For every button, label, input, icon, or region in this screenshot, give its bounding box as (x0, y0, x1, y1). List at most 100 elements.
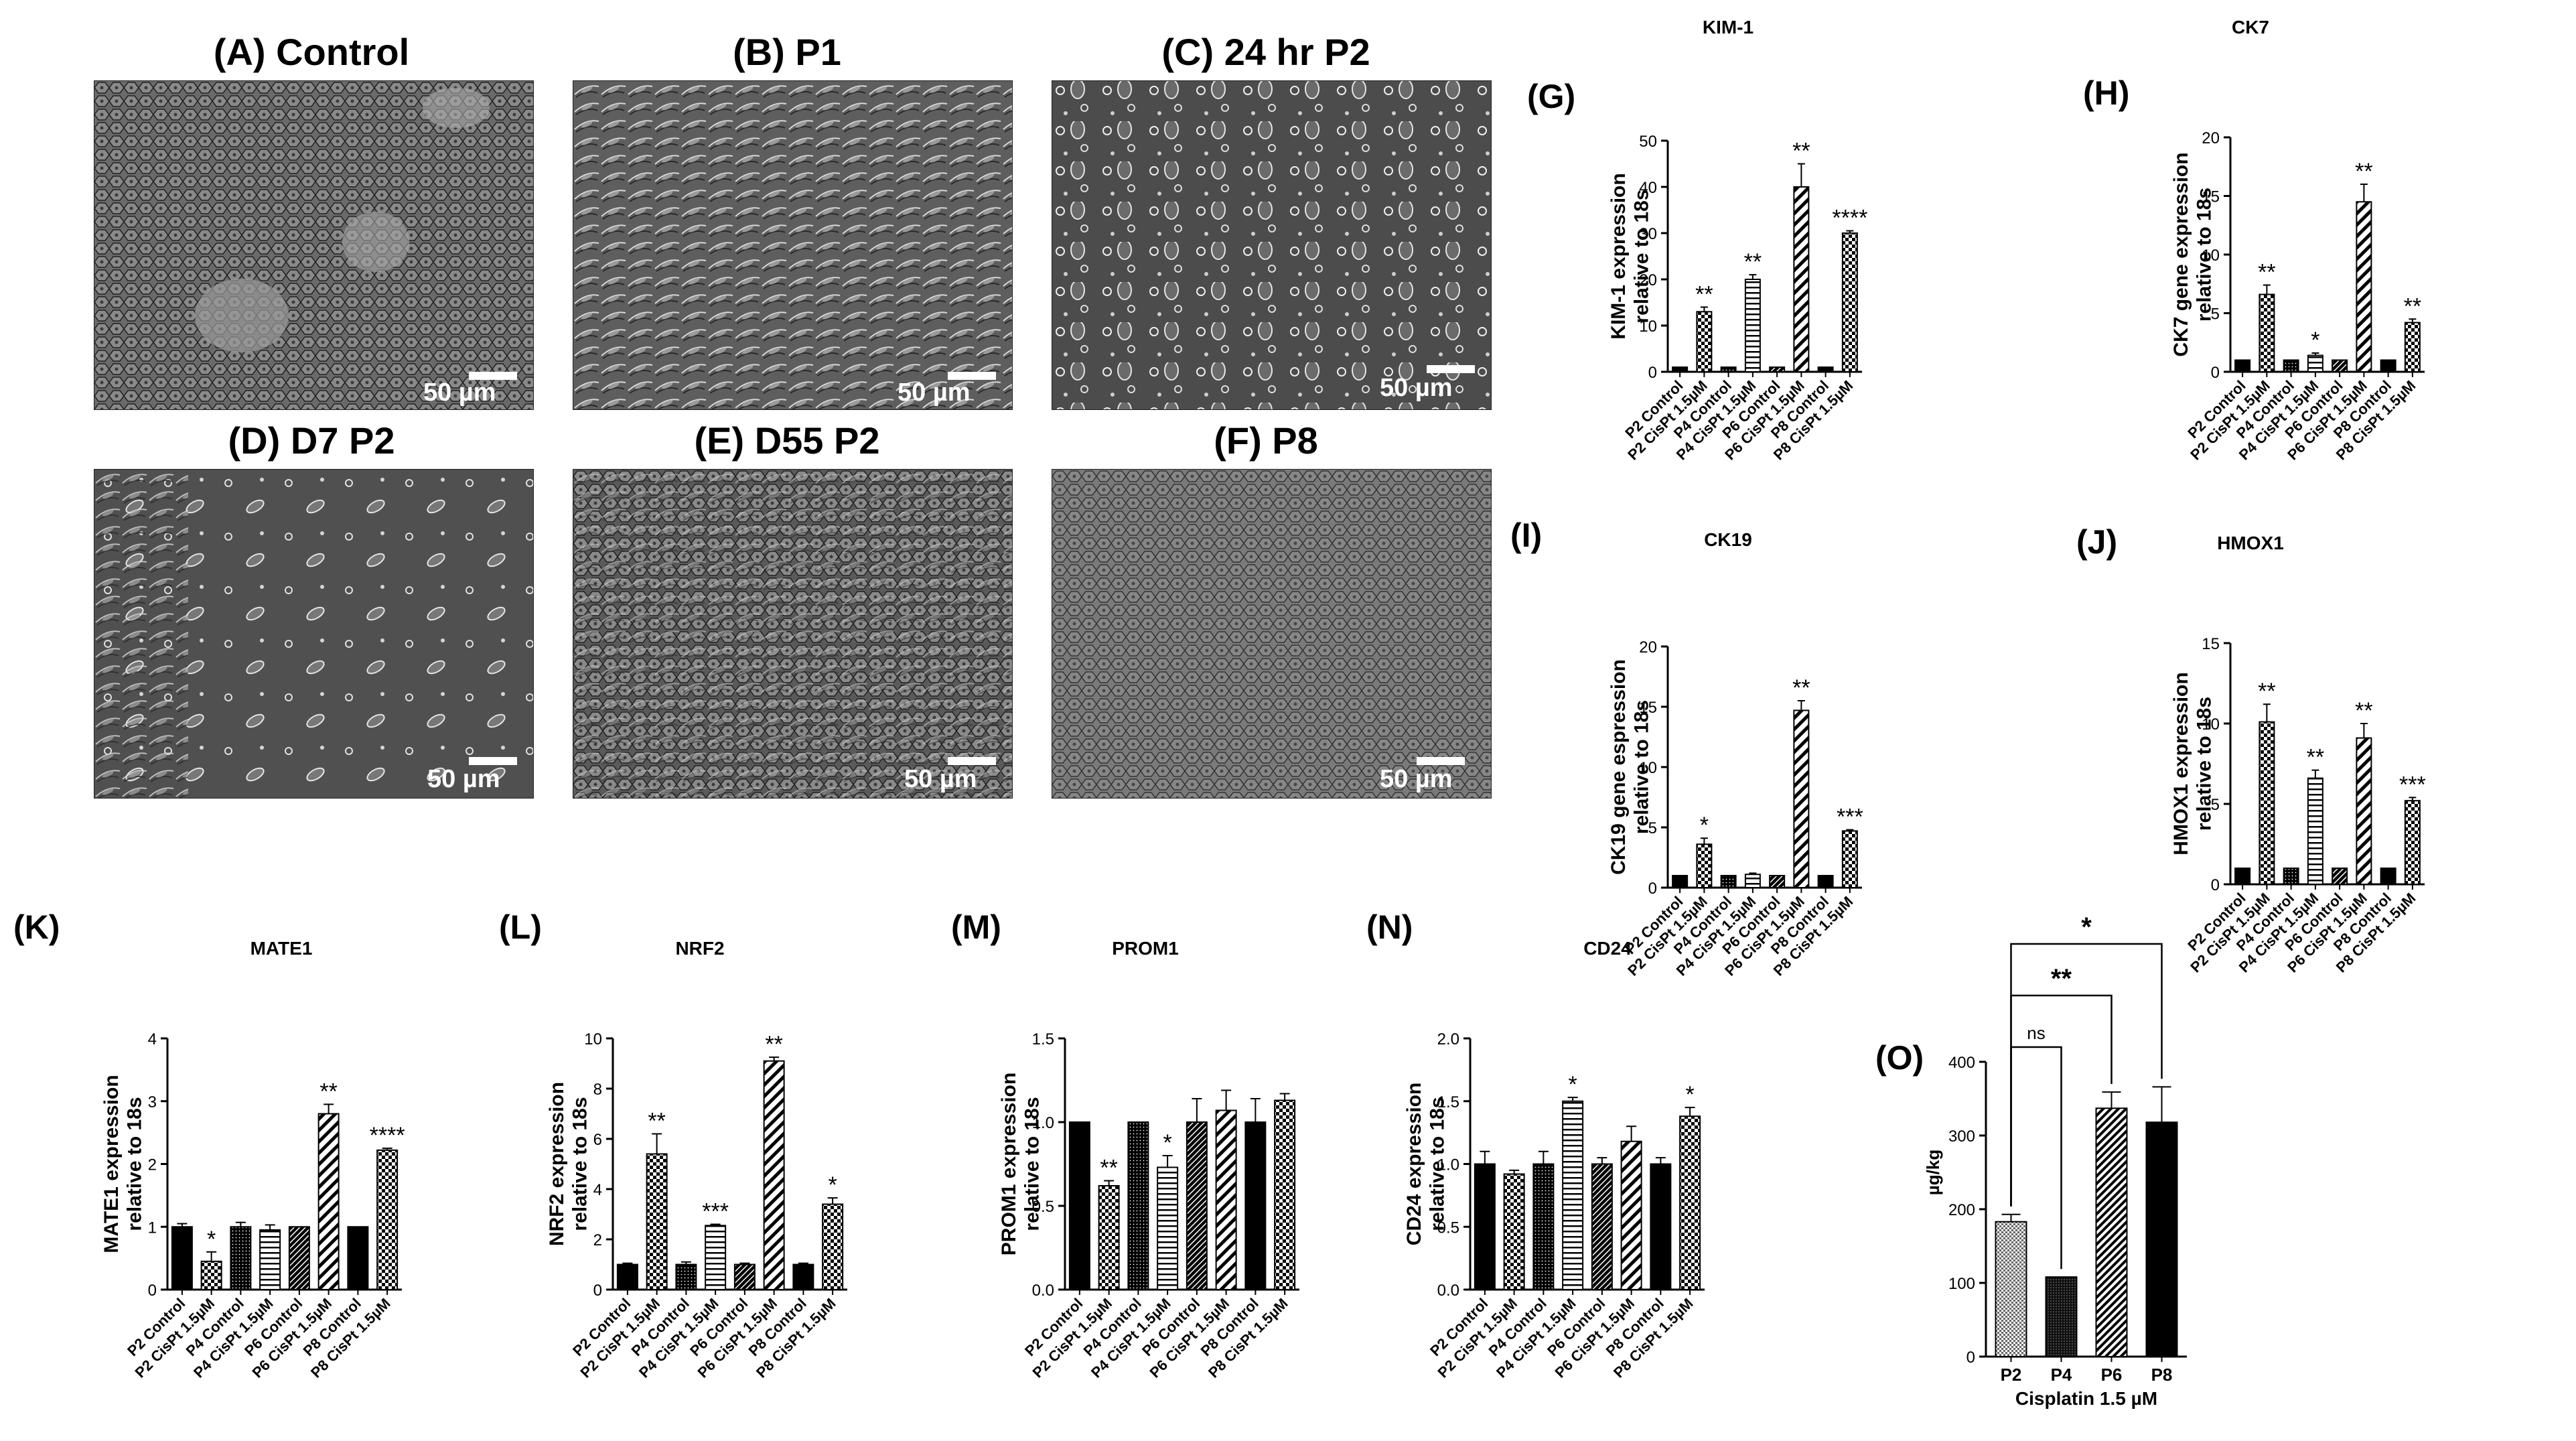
bar (2234, 868, 2251, 885)
panel-label-j: (J) (2076, 523, 2118, 561)
bar (2307, 354, 2323, 372)
panel-label-h: (H) (2083, 74, 2130, 112)
chart-title: PROM1 (1112, 938, 1179, 959)
scale-bar-b (948, 372, 996, 380)
chart-mate1: MATE1 0 1 2 3 4 MATE1 expressionrelative to 18… (100, 938, 405, 1381)
y-tick-label: 0.0 (1437, 1282, 1459, 1300)
bar (1474, 1163, 1496, 1290)
bar (1744, 874, 1761, 889)
x-axis-label: Cisplatin 1.5 µM (2015, 1388, 2157, 1409)
bracket-label: ** (2051, 964, 2072, 993)
category-label: P2 (2001, 1365, 2022, 1385)
bar (2332, 868, 2348, 885)
bar (1817, 875, 1834, 888)
bar (1793, 186, 1810, 372)
y-axis-label: µg/kg (1923, 1150, 1943, 1195)
bar (616, 1263, 638, 1290)
bracket-label: * (2081, 912, 2092, 942)
category-label: P6 (2101, 1365, 2123, 1385)
bar (646, 1153, 668, 1290)
y-tick-label: 1 (148, 1219, 157, 1237)
micrograph-f (1052, 469, 1492, 799)
y-tick-label: 0 (148, 1282, 157, 1300)
y-tick-label: 15 (1639, 699, 1657, 717)
bar (2234, 359, 2251, 372)
y-tick-label: 5 (2211, 305, 2220, 324)
bar (2095, 1107, 2128, 1358)
y-axis-label-line: MATE1 expression (100, 1075, 123, 1253)
y-tick-label: 2 (593, 1231, 602, 1249)
bar (1244, 1121, 1267, 1290)
bar (288, 1226, 310, 1290)
y-tick-label: 300 (1948, 1127, 1975, 1146)
y-tick-label: 1.0 (1032, 1114, 1054, 1132)
significance-label: ** (2355, 698, 2372, 724)
bar (2356, 737, 2372, 885)
bar (792, 1263, 814, 1290)
y-tick-label: 0.0 (1032, 1282, 1054, 1300)
y-tick-label: 4 (593, 1181, 602, 1199)
y-axis-label-line: relative to 18s (2194, 697, 2216, 831)
bar (1720, 366, 1737, 372)
bar (1098, 1185, 1120, 1290)
y-tick-label: 0 (1648, 364, 1657, 382)
chart-title: HMOX1 (2217, 533, 2284, 553)
bar (1841, 830, 1858, 888)
significance-label: * (1686, 1082, 1695, 1107)
y-tick-label: 0 (593, 1282, 602, 1300)
y-tick-label: 20 (1639, 271, 1657, 289)
bar (1274, 1099, 1296, 1290)
bar (1793, 709, 1810, 888)
y-tick-label: 20 (2202, 129, 2220, 147)
y-tick-label: 10 (1639, 759, 1657, 777)
significance-bracket (2010, 943, 2163, 1207)
significance-label: **** (1832, 206, 1867, 231)
bar (822, 1203, 844, 1290)
panel-title-d: (D) D7 P2 (228, 419, 395, 462)
chart-ck19: CK19 0 5 10 15 20 CK19 gene espressionrelative… (1607, 529, 1863, 979)
chart-cd24: CD24 0.0 0.5 1.0 1.5 2.0 CD24 expressionrelati… (1403, 938, 1705, 1381)
scale-label-e: 50 µm (904, 765, 977, 793)
scale-bar-f (1417, 757, 1465, 765)
chart-prom1: PROM1 0.0 0.5 1.0 1.5 PROM1 expressionrelativ… (998, 938, 1299, 1381)
y-tick-label: 30 (1639, 225, 1657, 243)
bar (1817, 366, 1834, 372)
y-tick-label: 50 (1639, 133, 1657, 151)
panel-label-o: (O) (1875, 1039, 1924, 1077)
y-axis-label-line: NRF2 expression (546, 1082, 568, 1246)
y-axis-label-line: relative to 18s (569, 1097, 591, 1231)
panel-title-a: (A) Control (213, 31, 410, 73)
panel-title-c: (C) 24 hr P2 (1161, 31, 1370, 73)
y-tick-label: 1.5 (1032, 1030, 1054, 1048)
bar (1841, 232, 1858, 372)
y-tick-label: 0 (2211, 876, 2220, 894)
y-tick-label: 100 (1948, 1275, 1975, 1293)
scale-label-a: 50 µm (423, 379, 496, 407)
scale-bar-c (1427, 365, 1475, 373)
micrograph-c (1052, 80, 1492, 410)
scale-bar-e (948, 757, 996, 765)
bar (733, 1263, 756, 1290)
bar (1679, 1115, 1701, 1290)
y-tick-label: 15 (2202, 188, 2220, 206)
bar (2307, 777, 2323, 885)
bar (2283, 868, 2299, 885)
y-axis-label: NRF2 expressionrelative to 18s (546, 1082, 591, 1246)
bar (1127, 1121, 1149, 1290)
significance-label: ** (1792, 139, 1810, 164)
y-tick-label: 20 (1639, 638, 1657, 657)
y-axis-label-line: HMOX1 expression (2170, 672, 2192, 855)
significance-label: ** (1695, 281, 1713, 307)
significance-label: ** (1792, 675, 1810, 701)
y-axis-label: HMOX1 expressionrelative to 18s (2170, 672, 2216, 855)
chart-kim1: KIM-1 0 10 20 30 40 50 KIM-1 expressionrelative… (1607, 17, 1867, 464)
bar (1068, 1121, 1090, 1290)
bar (317, 1113, 340, 1290)
bar (230, 1226, 252, 1290)
y-axis-label: CK19 gene espressionrelative to 18s (1607, 659, 1653, 875)
y-axis-label-line: KIM-1 expression (1607, 173, 1630, 339)
significance-label: **** (370, 1123, 405, 1148)
bar (1620, 1140, 1642, 1290)
significance-label: ** (1100, 1156, 1117, 1181)
y-tick-label: 0 (2211, 364, 2220, 382)
